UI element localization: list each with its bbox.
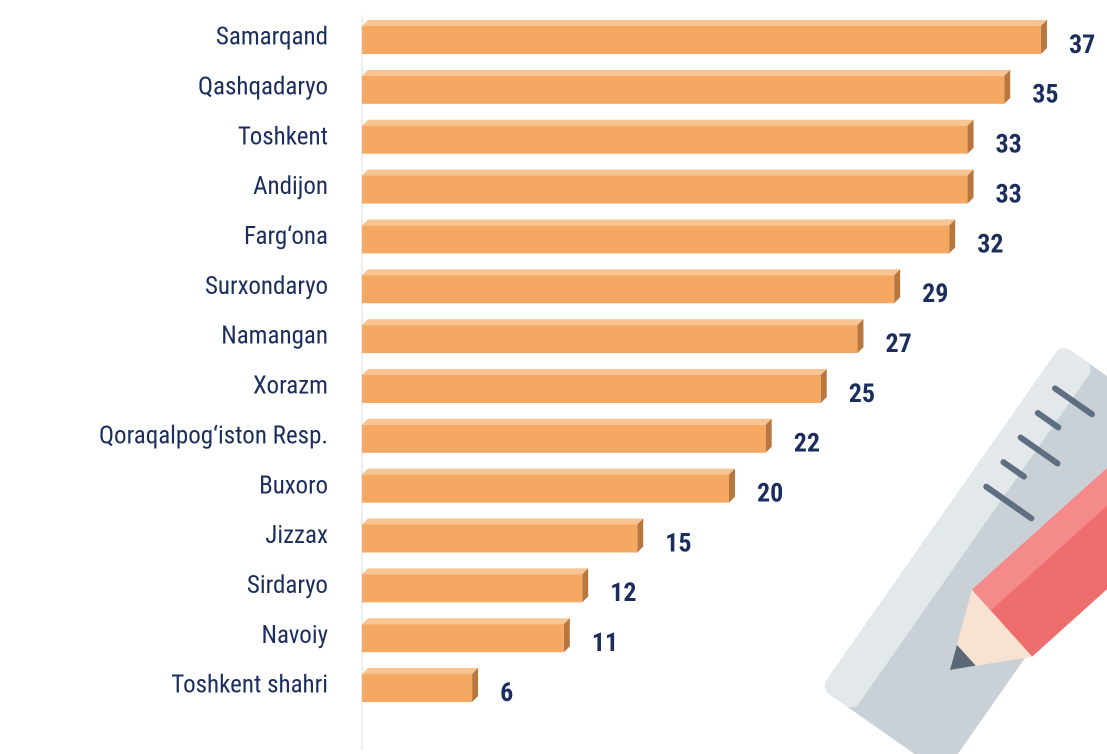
pencil-highlight: [971, 388, 1107, 611]
bar-top: [362, 418, 772, 425]
bar-top: [362, 468, 735, 475]
bar-top: [362, 518, 644, 525]
bar-top: [362, 269, 901, 276]
bar: [362, 624, 564, 653]
bar: [362, 26, 1041, 54]
category-label: Sirdaryo: [247, 571, 328, 600]
bar: [362, 524, 638, 553]
value-label: 12: [610, 578, 636, 608]
bar-side: [820, 368, 827, 403]
bar-top: [362, 69, 1011, 76]
bar-top: [362, 668, 479, 675]
bar-top: [362, 20, 1047, 26]
value-label: 37: [1069, 30, 1095, 60]
bar-side: [563, 618, 570, 653]
value-label: 20: [757, 479, 783, 509]
bar: [362, 225, 950, 254]
bar: [362, 75, 1005, 104]
category-label: Toshkent: [238, 122, 328, 151]
value-label: 35: [1032, 80, 1058, 110]
bar-side: [967, 169, 974, 204]
value-label: 11: [592, 628, 618, 658]
value-label: 22: [794, 429, 820, 459]
bar-side: [894, 269, 901, 304]
bar: [362, 374, 821, 403]
category-label: Farg‘ona: [244, 222, 328, 251]
ruler-ticks: [983, 385, 1095, 522]
bar-top: [362, 319, 864, 326]
category-label: Toshkent shahri: [171, 671, 328, 700]
bar: [362, 275, 895, 304]
category-label: Buxoro: [259, 471, 328, 500]
category-label: Xorazm: [253, 372, 328, 401]
category-label: Surxondaryo: [205, 272, 328, 301]
ruler: [824, 348, 1107, 754]
category-label: Qashqadaryo: [198, 72, 328, 101]
bar: [362, 424, 766, 453]
bar-side: [857, 319, 864, 354]
category-label: Qoraqalpog‘iston Resp.: [99, 421, 328, 450]
bar-side: [729, 468, 735, 503]
bar-top: [362, 368, 827, 375]
value-label: 32: [977, 229, 1003, 259]
bar-side: [582, 568, 589, 603]
value-label: 15: [665, 528, 691, 558]
bar: [362, 574, 583, 603]
bar: [362, 325, 858, 354]
pencil-wood: [950, 589, 1033, 670]
value-label: 29: [922, 279, 948, 309]
value-label: 33: [996, 130, 1022, 160]
decoration: [824, 348, 1107, 754]
bar-side: [472, 668, 479, 703]
value-label: 6: [500, 678, 513, 708]
bar-top: [362, 618, 570, 625]
value-label: 25: [849, 379, 875, 409]
bar-side: [637, 518, 644, 553]
bar-side: [765, 418, 772, 453]
ruler-body: [826, 349, 1107, 754]
bar: [362, 125, 968, 154]
bar: [362, 175, 968, 204]
category-label: Samarqand: [216, 23, 328, 52]
bar: [362, 674, 473, 703]
bar-top: [362, 119, 974, 126]
bar-top: [362, 169, 974, 176]
category-label: Andijon: [253, 172, 328, 201]
pencil: [950, 388, 1107, 670]
value-label: 27: [885, 329, 911, 359]
value-label: 33: [996, 179, 1022, 209]
pencil-tip: [950, 644, 976, 670]
bar-top: [362, 219, 956, 226]
bar-side: [1040, 20, 1047, 54]
bar-side: [1004, 69, 1011, 104]
category-label: Jizzax: [265, 521, 328, 550]
bar: [362, 474, 729, 503]
bar-side: [967, 119, 974, 154]
category-label: Namangan: [221, 322, 328, 351]
pencil-body: [971, 388, 1107, 657]
bar-top: [362, 568, 589, 575]
category-label: Navoiy: [262, 621, 329, 650]
bar-side: [949, 219, 956, 254]
